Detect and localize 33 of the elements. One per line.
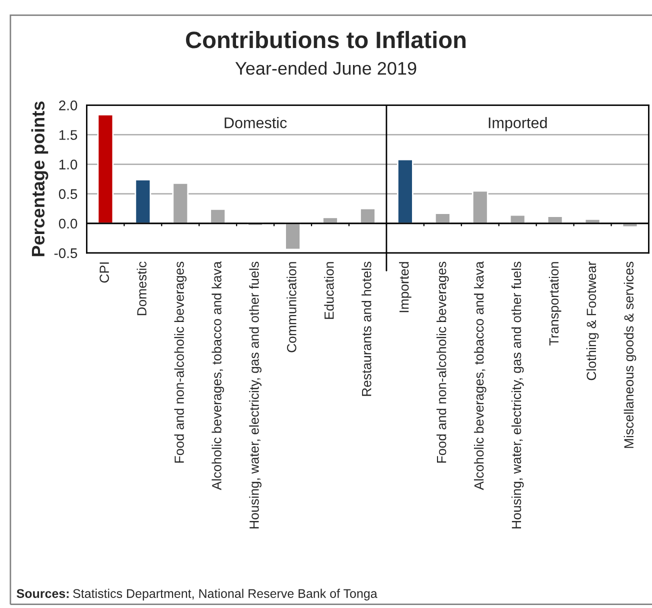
x-tick-label: Housing, water, electricity, gas and other fuels bbox=[249, 262, 262, 528]
bar bbox=[360, 208, 376, 224]
bar bbox=[284, 222, 301, 250]
y-tick-label: 0.5 bbox=[58, 189, 78, 199]
x-tick-label: Clothing & Footwear bbox=[586, 261, 599, 380]
annotation: Domestic bbox=[224, 117, 287, 128]
x-tick-label: Education bbox=[324, 262, 334, 319]
bar bbox=[210, 208, 226, 224]
x-tick-label: Imported bbox=[399, 262, 412, 312]
bar bbox=[97, 114, 114, 224]
y-axis-title: Percentage points bbox=[31, 102, 48, 256]
x-tick-label: CPI bbox=[100, 262, 109, 283]
x-tick-label: Communication bbox=[286, 262, 296, 352]
y-tick-label: 0.0 bbox=[58, 218, 78, 229]
chart-title: Contributions to Inflation bbox=[186, 30, 466, 48]
y-tick-label: 1.0 bbox=[59, 160, 78, 170]
x-tick-label: Miscellaneous goods & services bbox=[624, 262, 636, 448]
x-tick-label: Restaurants and hotels bbox=[362, 262, 372, 396]
x-tick-label: Domestic bbox=[136, 262, 146, 316]
x-tick-label: Alcoholic beverages, tobacco and kava bbox=[474, 261, 486, 490]
x-tick-label: Food and non-alcoholic beverages bbox=[174, 262, 187, 463]
x-tick-label: Transportation bbox=[548, 262, 562, 346]
x-tick-label: Housing, water, electricity, gas and other fuels bbox=[511, 262, 524, 528]
y-tick-label: 1.5 bbox=[59, 130, 78, 140]
y-tick-label: -0.5 bbox=[54, 248, 78, 258]
annotation: Imported bbox=[488, 117, 547, 132]
source-note: Sources: Statistics Department, National Reserve Bank of Tonga bbox=[16, 588, 378, 600]
x-tick-label: Alcoholic beverages, tobacco and kava bbox=[212, 261, 224, 490]
chart-subtitle: Year-ended June 2019 bbox=[235, 62, 416, 75]
y-tick-label: 2.0 bbox=[59, 100, 78, 110]
bar bbox=[134, 178, 152, 224]
bar bbox=[397, 158, 414, 224]
x-tick-label: Food and non-alcoholic beverages bbox=[436, 262, 449, 463]
